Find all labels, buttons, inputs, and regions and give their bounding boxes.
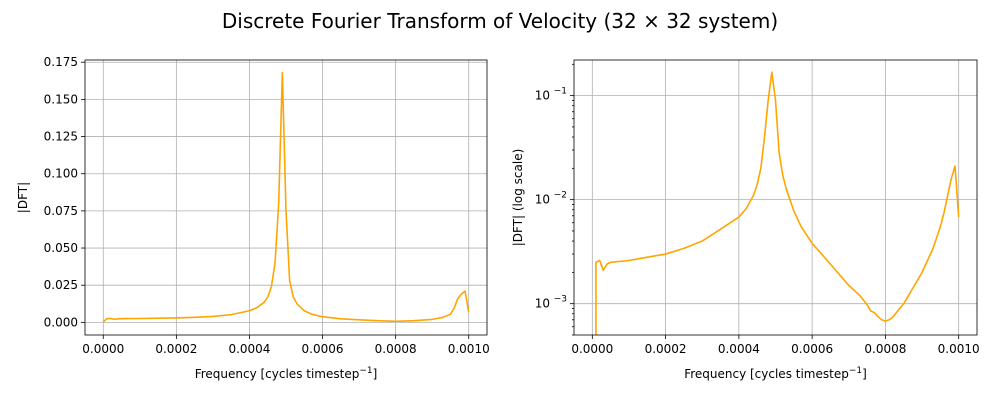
- y-tick-label: 0.100: [44, 167, 78, 181]
- x-tick-label: 0.0010: [938, 342, 980, 356]
- left-chart: 0.0000 0.0002 0.0004 0.0006 0.0008 0.0010 0.00…: [16, 55, 490, 381]
- y-tick-label: 0.175: [44, 55, 78, 69]
- y-tick-label: 0.050: [44, 241, 78, 255]
- y-tick-label: 10: [535, 193, 550, 207]
- y-tick-label: 0.150: [44, 92, 78, 106]
- y-tick-label: 0.125: [44, 130, 78, 144]
- series-line: [595, 71, 960, 335]
- y-tick-label: 0.075: [44, 204, 78, 218]
- x-tick-label: 0.0008: [864, 342, 906, 356]
- y-tick-label: 0.000: [44, 315, 78, 329]
- x-tick-label: 0.0002: [155, 342, 197, 356]
- x-tick-label: 0.0004: [228, 342, 270, 356]
- axes-frame: [573, 59, 978, 336]
- x-tick-label: 0.0008: [375, 342, 417, 356]
- y-tick-exponent: −3: [554, 295, 567, 305]
- x-tick-label: 0.0000: [82, 342, 124, 356]
- y-tick-label: 10: [535, 89, 550, 103]
- y-tick-exponent: −2: [554, 191, 567, 201]
- x-axis-label: Frequency [cycles timestep−1]: [684, 366, 867, 381]
- y-tick-exponent: −1: [554, 87, 567, 97]
- y-axis-label: |DFT| (log scale): [511, 149, 525, 247]
- x-tick-label: 0.0002: [645, 342, 687, 356]
- y-tick-label: 0.025: [44, 278, 78, 292]
- y-axis-label: |DFT|: [16, 182, 30, 213]
- x-tick-label: 0.0004: [718, 342, 760, 356]
- figure-title: Discrete Fourier Transform of Velocity (…: [222, 9, 778, 33]
- x-tick-label: 0.0006: [791, 342, 833, 356]
- x-tick-label: 0.0006: [302, 342, 344, 356]
- x-tick-label: 0.0010: [448, 342, 490, 356]
- axes-frame: [84, 59, 488, 336]
- x-tick-label: 0.0000: [571, 342, 613, 356]
- x-axis-label: Frequency [cycles timestep−1]: [195, 366, 378, 381]
- series-line: [102, 71, 470, 323]
- y-tick-label: 10: [535, 297, 550, 311]
- right-chart: 0.0000 0.0002 0.0004 0.0006 0.0008 0.0010 10 −3…: [511, 59, 980, 381]
